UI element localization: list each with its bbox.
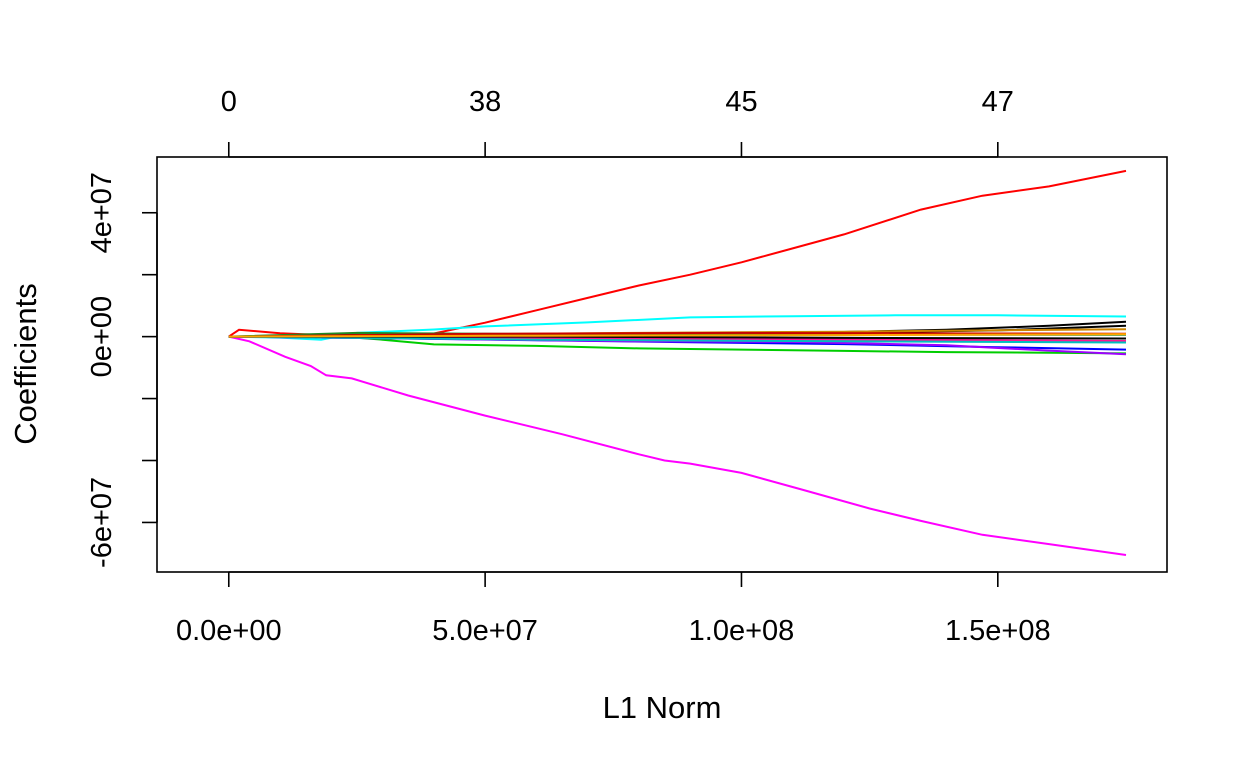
top-tick-label: 45: [725, 86, 757, 118]
top-tick-label: 0: [221, 86, 237, 118]
y-tick-label: -6e+07: [86, 477, 118, 568]
coefficient-path-16: [228, 333, 1127, 338]
x-axis-label: L1 Norm: [603, 690, 722, 725]
x-tick-label: 5.0e+07: [432, 615, 538, 647]
y-tick-label: 4e+07: [86, 172, 118, 253]
top-tick-label: 47: [982, 86, 1014, 118]
coefficient-path-3: [228, 314, 1127, 341]
y-axis: 4e+07 0e+00 -6e+07: [86, 172, 158, 568]
x-axis: 0.0e+00 5.0e+07 1.0e+08 1.5e+08: [176, 571, 1051, 647]
coefficient-path-2: [228, 335, 1127, 556]
y-axis-label: Coefficients: [8, 283, 43, 444]
coefficient-path-14: [228, 335, 1127, 344]
x-tick-label: 1.0e+08: [689, 615, 795, 647]
series-lines: [228, 169, 1127, 556]
top-axis: 0 38 45 47: [221, 86, 1014, 158]
x-tick-label: 1.5e+08: [945, 615, 1051, 647]
coefficient-path-1: [228, 169, 1127, 338]
x-tick-label: 0.0e+00: [176, 615, 282, 647]
top-tick-label: 38: [469, 86, 501, 118]
y-tick-label: 0e+00: [86, 296, 118, 377]
